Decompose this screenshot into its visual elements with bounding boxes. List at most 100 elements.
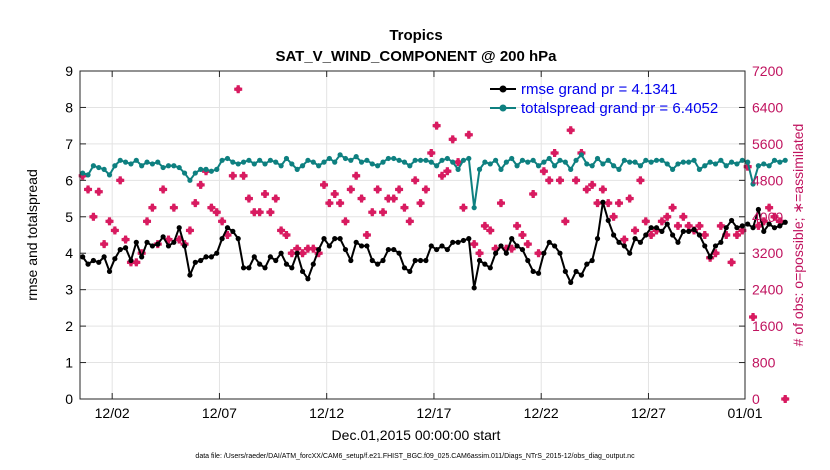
rmse-point [299, 268, 306, 275]
obs-count-marker [475, 249, 484, 258]
totalspread-point [723, 163, 729, 169]
rmse-point [208, 254, 214, 260]
totalspread-point [240, 159, 247, 165]
y-axis-label: rmse and totalspread [24, 169, 40, 301]
totalspread-point [777, 159, 783, 165]
totalspread-point [401, 159, 408, 165]
totalspread-point [198, 166, 204, 172]
obs-star-bar [266, 208, 275, 217]
totalspread-point [745, 159, 751, 165]
totalspread-point [417, 157, 424, 163]
totalspread-point [267, 157, 273, 163]
totalspread-point [144, 159, 150, 165]
rmse-point [434, 246, 440, 253]
totalspread-point [385, 155, 391, 162]
obs-count-marker [432, 121, 441, 130]
totalspread-point [761, 161, 767, 167]
rmse-point [728, 217, 735, 224]
obs-star-bar [443, 167, 452, 176]
rmse-point [616, 239, 622, 245]
totalspread-point [149, 161, 155, 167]
rmse-point [471, 285, 477, 291]
rmse-point [696, 232, 703, 238]
rmse-point [637, 239, 644, 245]
totalspread-point [235, 161, 241, 167]
obs-count-marker [373, 185, 382, 194]
obs-count-marker [421, 185, 430, 194]
rmse-point [391, 246, 397, 253]
obs-star-bar [416, 199, 425, 208]
rmse-point [407, 268, 413, 275]
obs-star-bar [411, 176, 420, 185]
rmse-point [444, 246, 450, 253]
chart-subtitle: SAT_V_WIND_COMPONENT @ 200 hPa [275, 48, 557, 65]
totalspread-point [332, 159, 338, 165]
rmse-point [117, 246, 123, 253]
totalspread-point [364, 157, 370, 163]
rmse-point [605, 217, 611, 224]
rmse-point [487, 265, 493, 271]
rmse-point [396, 250, 402, 256]
totalspread-point [262, 161, 268, 167]
totalspread-point [471, 205, 477, 211]
totalspread-point [546, 155, 552, 162]
rmse-point [557, 250, 563, 256]
totalspread-point [648, 159, 654, 165]
obs-count-marker [330, 190, 339, 198]
obs-star-bar [405, 217, 414, 226]
obs-star-bar [271, 194, 280, 203]
obs-star-bar [379, 208, 387, 217]
rmse-point [546, 239, 552, 245]
obs-count-marker [277, 226, 286, 235]
totalspread-point [80, 170, 86, 176]
rmse-point [482, 261, 488, 267]
totalspread-point [552, 163, 558, 169]
totalspread-point [482, 159, 488, 165]
obs-star-bar [427, 149, 436, 157]
obs-count-marker [384, 194, 393, 203]
totalspread-point [691, 157, 697, 163]
totalspread-point [728, 159, 735, 165]
rmse-point [723, 225, 729, 231]
rmse-point [267, 254, 273, 260]
totalspread-point [305, 157, 311, 163]
rmse-point [562, 268, 568, 275]
totalspread-point [214, 166, 220, 172]
plot-area [80, 71, 745, 399]
totalspread-point [696, 166, 703, 172]
y-right-tick-label: 6400 [752, 99, 783, 115]
rmse-point [283, 261, 290, 267]
rmse-point [176, 225, 182, 231]
totalspread-point [246, 157, 252, 163]
rmse-point [257, 261, 263, 267]
totalspread-point [423, 157, 429, 163]
rmse-point [316, 246, 322, 253]
totalspread-point [450, 159, 456, 165]
totalspread-point [643, 157, 649, 163]
totalspread-point [498, 166, 504, 172]
totalspread-point [664, 161, 670, 167]
rmse-point [310, 261, 316, 267]
rmse-point [198, 257, 204, 264]
y-right-tick-label: 4000 [752, 209, 783, 225]
totalspread-point [122, 159, 129, 165]
totalspread-point [734, 161, 740, 167]
totalspread-point [106, 172, 113, 178]
rmse-point [739, 223, 745, 229]
rmse-point [423, 257, 429, 264]
y-tick-label: 6 [65, 172, 73, 188]
rmse-point [273, 257, 279, 264]
totalspread-point [594, 155, 601, 162]
totalspread-point [509, 155, 515, 162]
obs-count-marker [486, 226, 495, 235]
rmse-point [450, 239, 456, 245]
rmse-point [519, 246, 526, 253]
rmse-point [192, 259, 198, 265]
totalspread-point [525, 159, 531, 165]
totalspread-point [568, 166, 574, 172]
totalspread-point [90, 163, 97, 169]
obs-count-marker [255, 208, 264, 217]
rmse-point [761, 228, 767, 234]
totalspread-point [139, 163, 145, 169]
obs-count-marker [271, 194, 280, 203]
